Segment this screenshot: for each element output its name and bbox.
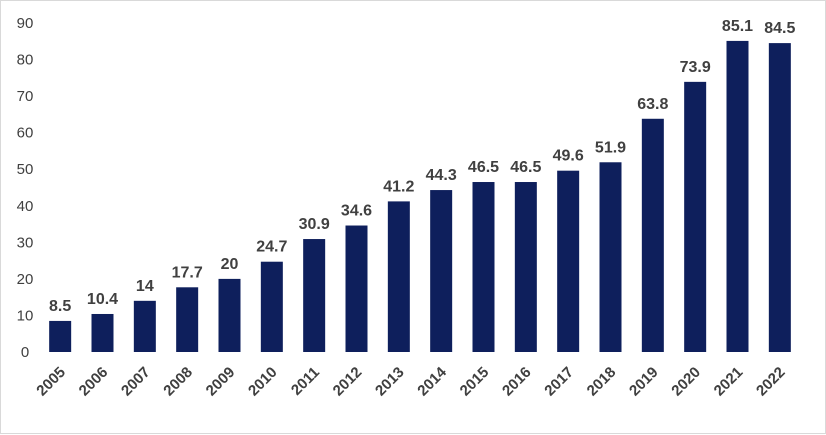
data-label-2006: 10.4	[87, 291, 118, 308]
bar-2013	[387, 201, 410, 352]
data-label-2005: 8.5	[49, 298, 71, 315]
y-tick-label: 80	[17, 52, 34, 69]
bar-2022	[768, 43, 791, 352]
data-label-2021: 85.1	[722, 18, 753, 35]
bar-2016	[514, 182, 537, 352]
x-tick-label-2013: 2013	[372, 364, 408, 400]
y-axis: 0 10 20 30 40 50 60 70 80 90	[17, 15, 34, 361]
x-tick-label-2018: 2018	[584, 364, 620, 400]
bar-2011	[303, 239, 326, 352]
y-tick-label: 30	[17, 234, 34, 251]
y-tick-label: 0	[21, 344, 29, 361]
y-tick-label: 10	[17, 307, 34, 324]
bar-2005	[49, 320, 72, 352]
bar-2012	[345, 225, 368, 352]
y-tick-label: 20	[17, 271, 34, 288]
x-tick-label-2006: 2006	[76, 364, 112, 400]
x-tick-label-2009: 2009	[203, 364, 239, 400]
y-tick-label: 50	[17, 161, 34, 178]
data-label-2020: 73.9	[680, 59, 711, 76]
data-label-2022: 84.5	[764, 20, 795, 37]
x-tick-label-2019: 2019	[626, 364, 662, 400]
x-tick-label-2020: 2020	[668, 364, 704, 400]
x-tick-label-2011: 2011	[288, 364, 323, 399]
bar-2021	[726, 40, 749, 352]
x-tick-label-2015: 2015	[457, 364, 493, 400]
data-label-2008: 17.7	[172, 264, 203, 281]
x-tick-label-2005: 2005	[33, 364, 69, 400]
data-label-2018: 51.9	[595, 139, 626, 156]
bar-2008	[176, 287, 199, 352]
data-label-2007: 14	[136, 278, 154, 295]
data-label-2012: 34.6	[341, 203, 372, 220]
data-label-2019: 63.8	[637, 96, 668, 113]
bar-2018	[599, 162, 622, 352]
data-label-2017: 49.6	[553, 148, 584, 165]
x-tick-label-2008: 2008	[160, 364, 196, 400]
x-tick-label-2021: 2021	[711, 364, 747, 400]
bar-2007	[133, 300, 156, 352]
y-tick-label: 40	[17, 198, 34, 215]
bar-2019	[641, 118, 664, 352]
bars	[49, 40, 791, 353]
data-labels: 8.5 10.4 14 17.7 20 24.7 30.9 34.6 41.2 44.3 46.5 4…	[49, 18, 795, 315]
x-tick-label-2012: 2012	[330, 364, 366, 400]
data-label-2014: 44.3	[426, 167, 457, 184]
data-label-2016: 46.5	[510, 159, 541, 176]
bar-2009	[218, 278, 241, 352]
bar-2017	[557, 170, 580, 352]
x-tick-label-2010: 2010	[245, 364, 281, 400]
x-tick-label-2017: 2017	[541, 364, 577, 400]
x-tick-label-2016: 2016	[499, 364, 535, 400]
y-tick-label: 90	[17, 15, 34, 32]
x-tick-label-2022: 2022	[753, 364, 789, 400]
bar-2015	[472, 182, 495, 352]
y-tick-label: 70	[17, 88, 34, 105]
data-label-2013: 41.2	[383, 178, 414, 195]
data-label-2009: 20	[221, 256, 239, 273]
bar-2020	[684, 81, 707, 353]
y-tick-label: 60	[17, 125, 34, 142]
data-label-2015: 46.5	[468, 159, 499, 176]
bar-2006	[91, 313, 114, 352]
data-label-2010: 24.7	[256, 239, 287, 256]
bar-2010	[260, 261, 283, 352]
bar-2014	[430, 190, 453, 352]
x-tick-label-2014: 2014	[414, 363, 450, 399]
x-tick-label-2007: 2007	[118, 364, 154, 400]
x-axis: 2005 2006 2007 2008 2009 2010 2011 2012 2013 2014…	[33, 363, 788, 399]
data-label-2011: 30.9	[299, 216, 330, 233]
